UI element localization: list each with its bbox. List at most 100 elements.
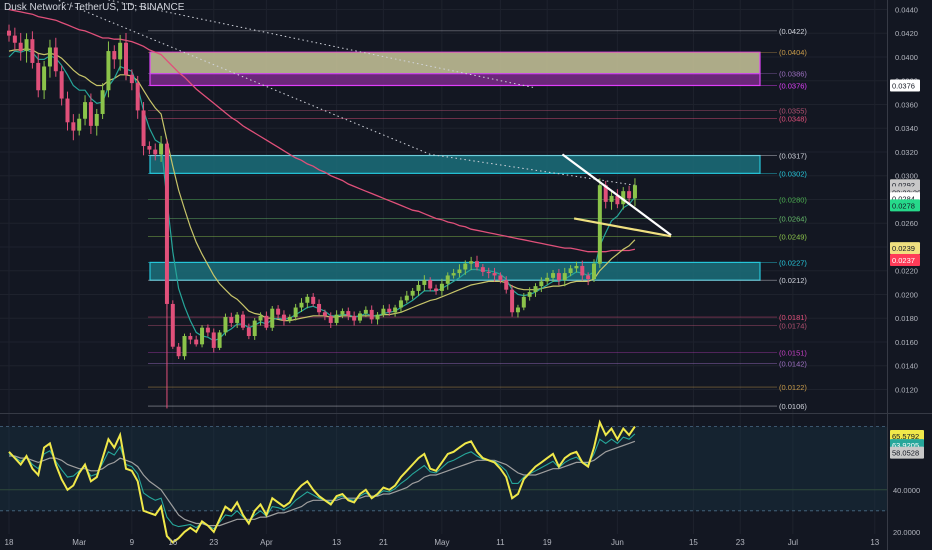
candle-body xyxy=(317,303,322,313)
candle xyxy=(632,178,637,207)
time-tick-label: Jul xyxy=(788,538,798,547)
candle-body xyxy=(59,71,64,99)
candle xyxy=(556,268,561,286)
symbol-title: Dusk Network / TetherUS, 1D, BINANCE xyxy=(4,2,187,13)
price-badge-label: 0.0237 xyxy=(892,256,915,265)
candle-body xyxy=(223,317,228,333)
candle xyxy=(463,260,468,275)
time-axis: 18 Mar 9 16 23 Apr 13 21 May 11 19 Jun 15 23 Jul 13 xyxy=(5,538,880,547)
level-lines: (0.0422) (0.0404) (0.0386) (0.0376) (0.0355)… xyxy=(148,27,807,411)
candle-body xyxy=(217,332,222,348)
candle-body xyxy=(83,102,88,119)
candle xyxy=(135,75,140,119)
candle xyxy=(106,41,111,98)
time-tick-label: 13 xyxy=(870,538,879,547)
candle-body xyxy=(194,339,199,345)
candle xyxy=(515,304,520,318)
price-tick-label: 0.0220 xyxy=(895,267,918,276)
candle xyxy=(246,323,251,340)
price-tick-label: 0.0440 xyxy=(895,5,918,14)
candle xyxy=(615,189,620,209)
candle-body xyxy=(615,195,620,205)
candle xyxy=(147,141,152,155)
candle xyxy=(486,267,491,279)
time-tick-label: Mar xyxy=(72,538,86,547)
candle-body xyxy=(270,308,275,328)
candle-body xyxy=(18,42,23,52)
candle-body xyxy=(305,296,310,303)
candle xyxy=(211,328,216,353)
rsi-pane xyxy=(0,419,887,544)
candle xyxy=(404,290,409,304)
candle-body xyxy=(124,42,128,75)
candle xyxy=(65,91,70,131)
candle xyxy=(521,293,526,311)
candle xyxy=(153,143,158,161)
candle xyxy=(94,108,99,136)
candle xyxy=(580,260,585,281)
rsi-tick-label: 20.0000 xyxy=(893,528,920,537)
candle-body xyxy=(241,314,245,328)
candle xyxy=(299,298,304,313)
candle-body xyxy=(129,74,134,84)
candle xyxy=(358,310,362,324)
candle xyxy=(100,83,105,119)
candle xyxy=(609,190,614,210)
candle-body xyxy=(77,118,82,131)
candle-body xyxy=(299,302,304,308)
candle-body xyxy=(609,195,614,202)
candle xyxy=(475,255,479,271)
pattern-trendline xyxy=(561,153,672,236)
level-label: (0.0264) xyxy=(779,214,807,223)
candle xyxy=(445,272,450,290)
price-badge xyxy=(890,79,920,92)
candle-body xyxy=(375,314,380,320)
candle xyxy=(88,93,93,134)
candle xyxy=(398,296,403,313)
level-label: (0.0355) xyxy=(779,106,807,115)
candle xyxy=(293,303,298,321)
candle-body xyxy=(340,311,345,315)
candle xyxy=(428,277,433,292)
price-tick-label: 0.0360 xyxy=(895,100,918,109)
price-tick-label: 0.0260 xyxy=(895,219,918,228)
candle-body xyxy=(580,265,585,276)
candle-body xyxy=(30,39,35,63)
candle-body xyxy=(346,311,351,316)
price-badge-label: 0.0239 xyxy=(892,244,915,253)
price-badge-label: 0.0278 xyxy=(892,201,915,210)
candle-body xyxy=(281,314,286,321)
candle-body xyxy=(586,275,591,280)
candle-body xyxy=(141,110,146,147)
candle xyxy=(539,277,544,293)
candle xyxy=(235,312,240,328)
candle-body xyxy=(200,327,205,345)
level-label: (0.0174) xyxy=(779,321,807,330)
level-label: (0.0280) xyxy=(779,195,807,204)
candle xyxy=(217,330,222,351)
candle-body xyxy=(568,268,573,274)
zone-box xyxy=(149,261,761,281)
candle xyxy=(59,65,64,106)
price-tick-label: 0.0300 xyxy=(895,172,918,181)
candle xyxy=(410,288,415,300)
candle xyxy=(627,185,632,205)
candle-body xyxy=(451,273,456,276)
candle xyxy=(439,278,444,296)
candle xyxy=(317,299,322,316)
candle-body xyxy=(36,62,41,91)
candle xyxy=(170,300,175,349)
price-badge-label: 0.0284 xyxy=(892,194,915,203)
candle xyxy=(533,283,538,297)
candle-body xyxy=(504,280,509,290)
level-label: (0.0302) xyxy=(779,169,807,178)
candle-body xyxy=(439,283,444,291)
candle-body xyxy=(574,265,579,269)
candle-body xyxy=(246,327,251,337)
time-tick-label: 18 xyxy=(5,538,14,547)
rsi-badge-label: 58.0528 xyxy=(892,449,919,458)
candle xyxy=(252,318,257,340)
price-badge xyxy=(890,254,920,267)
rsi-signal-line xyxy=(9,440,636,527)
